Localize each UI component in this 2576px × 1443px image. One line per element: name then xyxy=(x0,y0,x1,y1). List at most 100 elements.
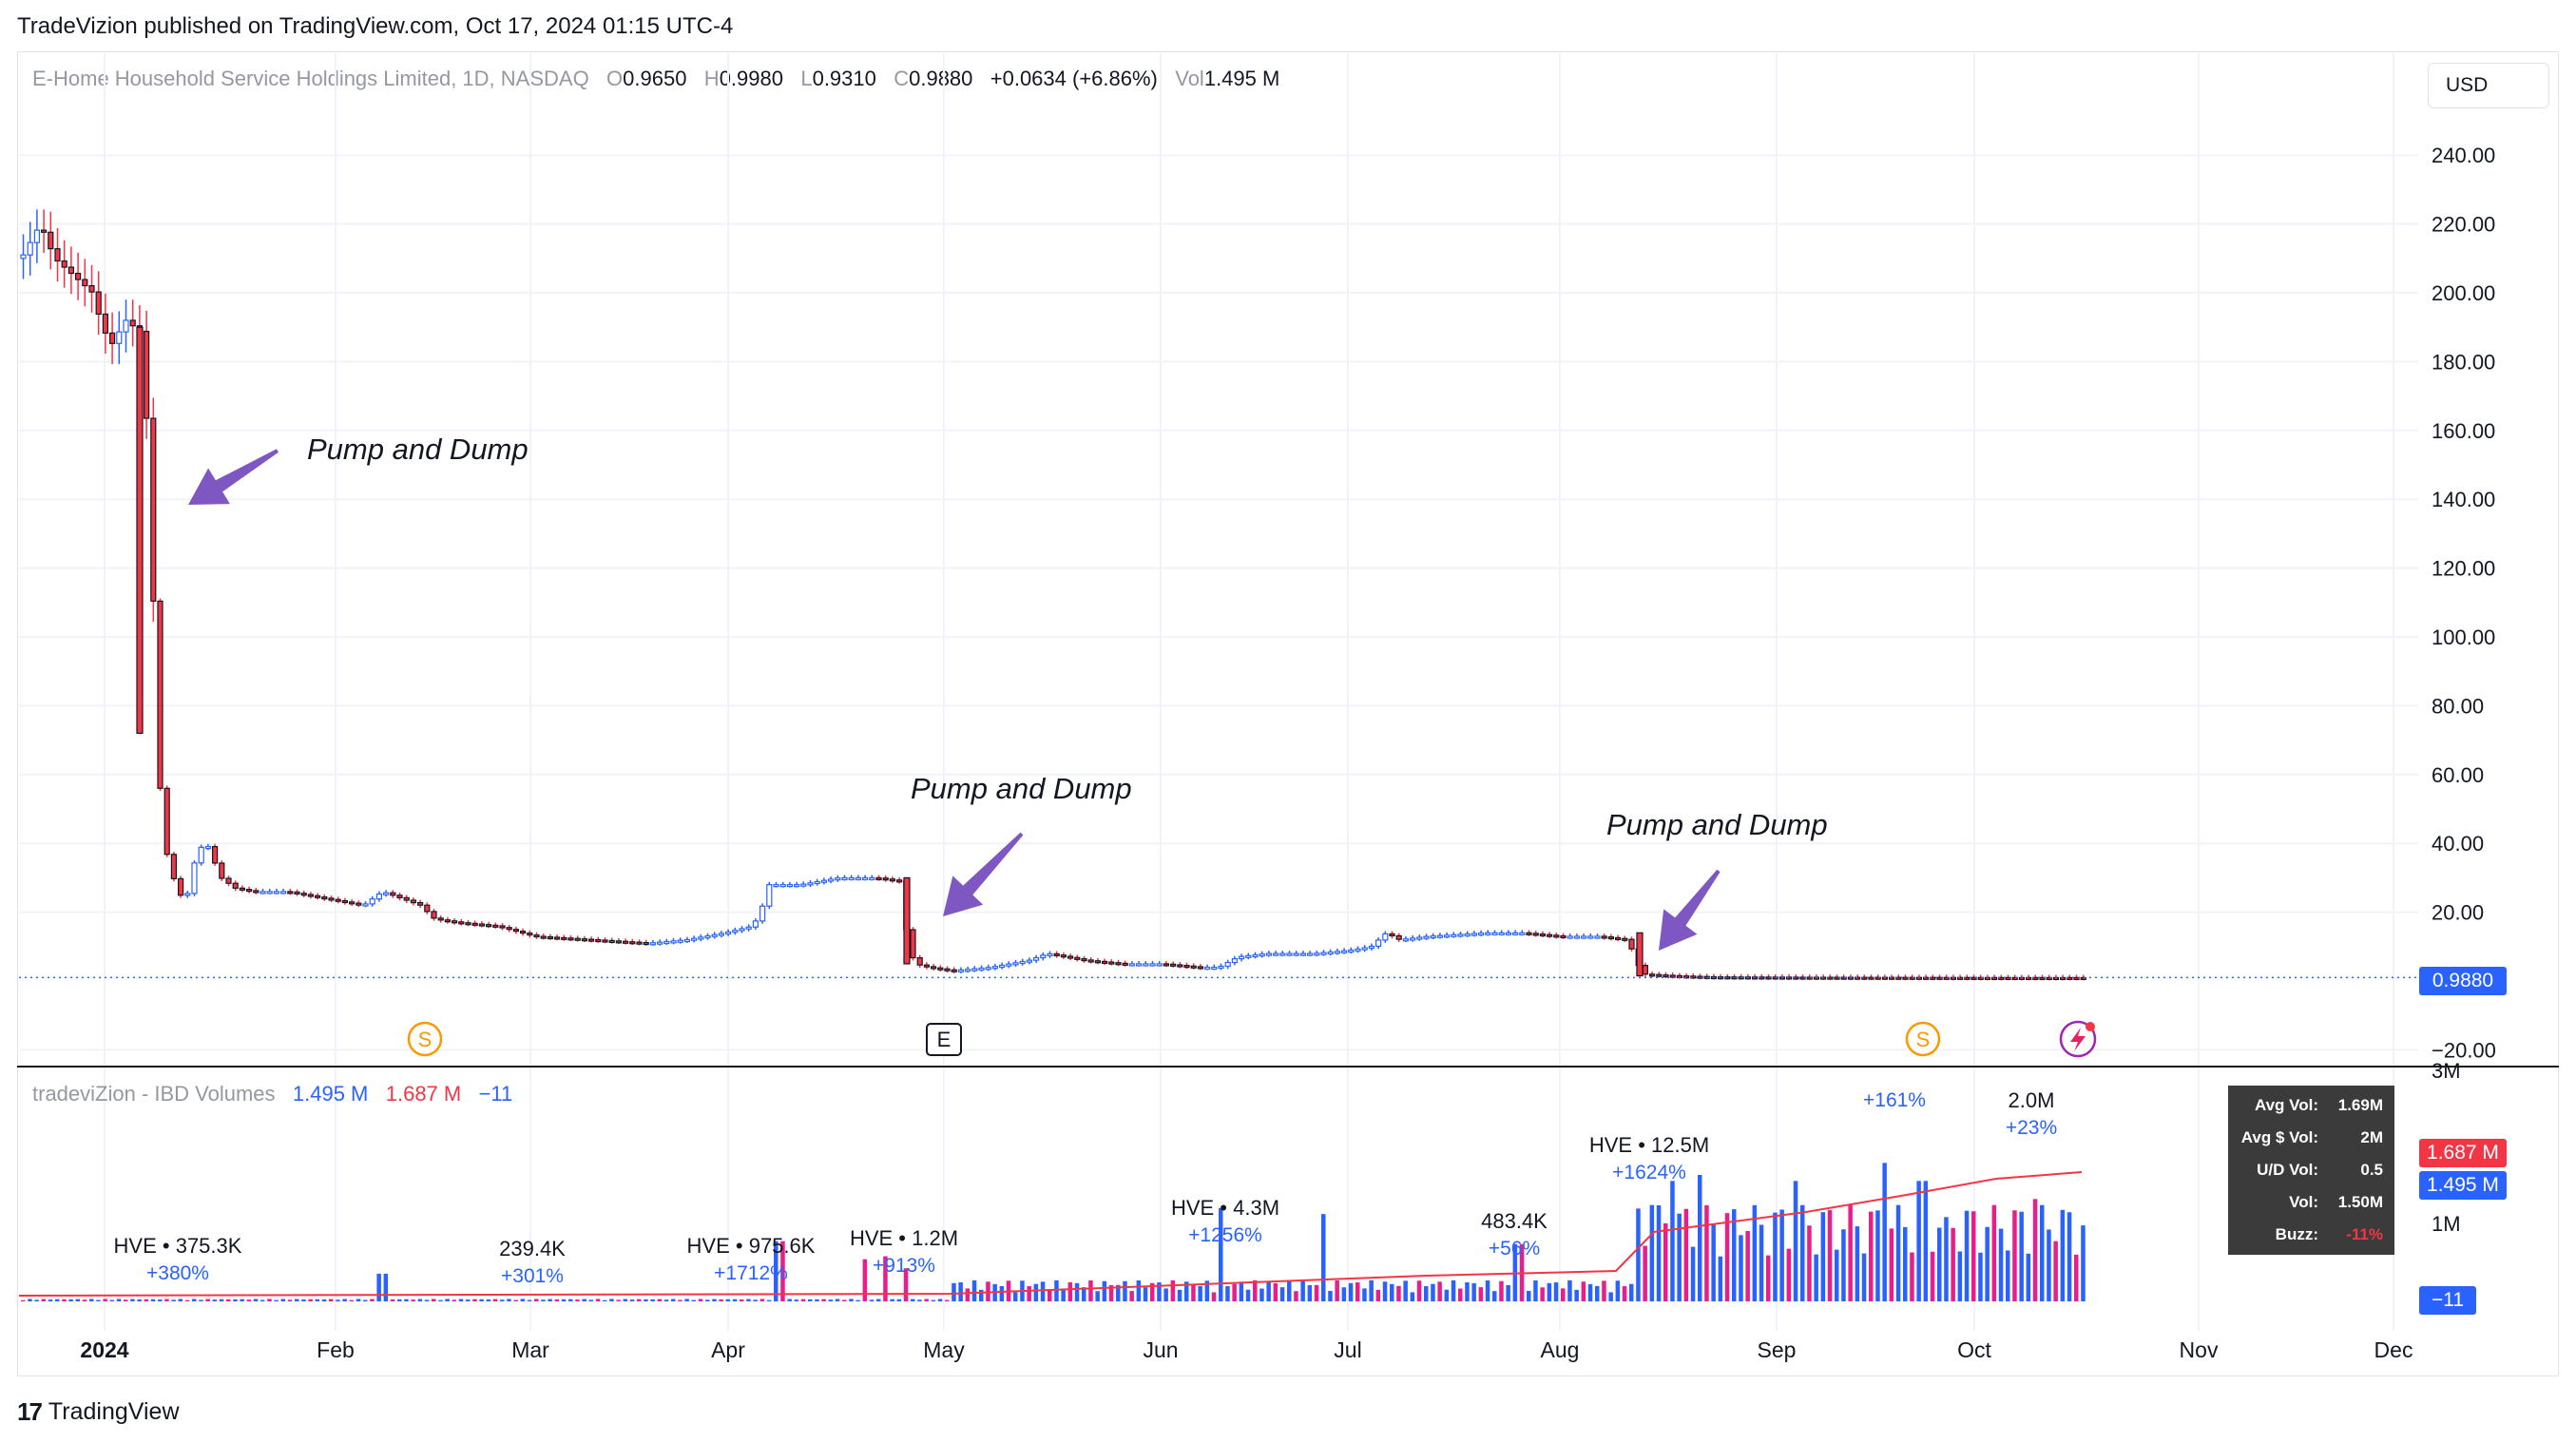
volume-bar xyxy=(1732,1209,1737,1301)
volume-bar xyxy=(1587,1283,1593,1301)
event-markers[interactable]: S SE xyxy=(407,1020,2097,1058)
candle xyxy=(985,967,991,971)
candle xyxy=(492,924,499,928)
candle xyxy=(1108,961,1115,965)
pump-and-dump-annotation[interactable]: Pump and Dump xyxy=(1606,808,1828,841)
volume-bar xyxy=(780,1241,785,1301)
arrow-icon[interactable] xyxy=(1659,869,1721,951)
price-axis[interactable]: 240.00 220.00 200.00 180.00 160.00 140.00 120.… xyxy=(2432,144,2496,1062)
candle xyxy=(1231,958,1239,964)
candle xyxy=(1498,932,1505,935)
volume-bar xyxy=(725,1299,731,1301)
candle xyxy=(889,878,896,882)
arrow-icon[interactable] xyxy=(188,449,279,505)
volume-bar xyxy=(68,1299,73,1301)
hve-volume-label: 239.4K xyxy=(499,1237,566,1260)
candle xyxy=(273,891,279,895)
candle xyxy=(1567,935,1573,939)
candle xyxy=(1334,951,1341,954)
volume-bar xyxy=(1116,1284,1121,1301)
volume-bar xyxy=(1683,1208,1689,1301)
candle xyxy=(739,928,745,932)
arrow-icon[interactable] xyxy=(943,832,1024,916)
volume-bar xyxy=(554,1299,560,1301)
volume-bar xyxy=(1136,1279,1142,1301)
candle xyxy=(1416,936,1423,940)
volume-bar xyxy=(2053,1241,2058,1301)
candle xyxy=(150,417,157,602)
stats-value: 1.50M xyxy=(2337,1193,2383,1211)
candle xyxy=(349,901,356,905)
stats-row: Vol: 1.50M xyxy=(2228,1186,2394,1219)
volume-bar xyxy=(1670,1181,1675,1301)
volume-bar xyxy=(691,1299,697,1301)
volume-bar xyxy=(192,1299,197,1301)
candle xyxy=(1628,938,1635,950)
candle xyxy=(1970,976,1977,980)
volume-bar xyxy=(808,1299,813,1301)
candle xyxy=(944,968,951,972)
candle xyxy=(512,929,520,933)
earnings-icon[interactable] xyxy=(926,1023,962,1056)
split-icon[interactable] xyxy=(1905,1021,1941,1057)
pump-and-dump-annotation[interactable]: Pump and Dump xyxy=(307,433,529,466)
candle xyxy=(567,937,574,941)
candle xyxy=(27,241,33,256)
pump-and-dump-annotation[interactable]: Pump and Dump xyxy=(911,772,1132,805)
candle xyxy=(1409,937,1416,941)
tradingview-footer[interactable]: 17 TradingView xyxy=(17,1397,180,1427)
candle xyxy=(841,876,848,881)
stats-value: 2M xyxy=(2360,1128,2383,1146)
candle xyxy=(2067,976,2073,981)
split-icon[interactable] xyxy=(407,1021,443,1057)
hve-percent-label: +56% xyxy=(1489,1238,1540,1260)
candle xyxy=(1607,935,1615,940)
currency-button[interactable]: USD xyxy=(2428,63,2549,108)
candle xyxy=(1526,932,1532,935)
candle xyxy=(341,899,348,904)
volume-bar xyxy=(55,1299,60,1301)
volume-indicator-title[interactable]: tradeviZion - IBD Volumes 1.495 M 1.687 … xyxy=(32,1082,512,1106)
volume-bar xyxy=(1355,1282,1360,1301)
volume-bar xyxy=(1129,1291,1134,1301)
volume-bar xyxy=(965,1288,971,1301)
candle xyxy=(683,938,691,943)
candle xyxy=(861,876,869,881)
candle xyxy=(2060,976,2067,981)
volume-bar xyxy=(267,1299,272,1301)
candle xyxy=(1594,935,1601,939)
candle xyxy=(1032,956,1040,961)
candle xyxy=(1143,963,1149,967)
candle xyxy=(1717,976,1724,980)
candle xyxy=(1943,976,1950,980)
candle xyxy=(307,894,314,897)
volume-bar xyxy=(1061,1288,1066,1301)
indicator-name[interactable]: tradeviZion - IBD Volumes xyxy=(32,1082,276,1106)
volume-bar xyxy=(603,1299,607,1301)
grid-lines xyxy=(19,53,2418,1331)
candle xyxy=(1806,976,1813,980)
volume-bar xyxy=(1718,1256,1723,1301)
annotation-arrows[interactable]: Pump and Dump Pump and Dump Pump and Dump xyxy=(188,433,1828,951)
volume-bar xyxy=(1157,1282,1162,1301)
open-value: 0.9650 xyxy=(623,67,687,90)
candle xyxy=(1430,935,1436,939)
time-axis[interactable]: 2024 Feb Mar Apr May Jun Jul Aug Sep Oct Nov Dec xyxy=(80,1337,2413,1362)
volume-bar xyxy=(1964,1210,1970,1301)
volume-bar xyxy=(1916,1181,1921,1301)
symbol-name[interactable]: E-Home Household Service Holdings Limite… xyxy=(32,67,589,90)
volume-bar xyxy=(226,1299,231,1301)
price-axis-label: 100.00 xyxy=(2432,625,2495,649)
volume-stats-table: Avg Vol: 1.69M Avg $ Vol: 2M U/D Vol: 0.5 Vol:… xyxy=(2228,1086,2394,1255)
stats-label: Avg $ Vol: xyxy=(2240,1128,2318,1146)
candle xyxy=(1012,962,1019,966)
volume-bar xyxy=(1636,1208,1641,1301)
hve-volume-label: 2.0M xyxy=(2009,1088,2055,1112)
time-axis-label: May xyxy=(923,1337,965,1362)
candle xyxy=(1464,933,1471,937)
volume-bar xyxy=(466,1299,471,1301)
candle xyxy=(102,313,109,334)
symbol-legend[interactable]: E-Home Household Service Holdings Limite… xyxy=(32,67,1279,91)
candle xyxy=(82,279,88,287)
